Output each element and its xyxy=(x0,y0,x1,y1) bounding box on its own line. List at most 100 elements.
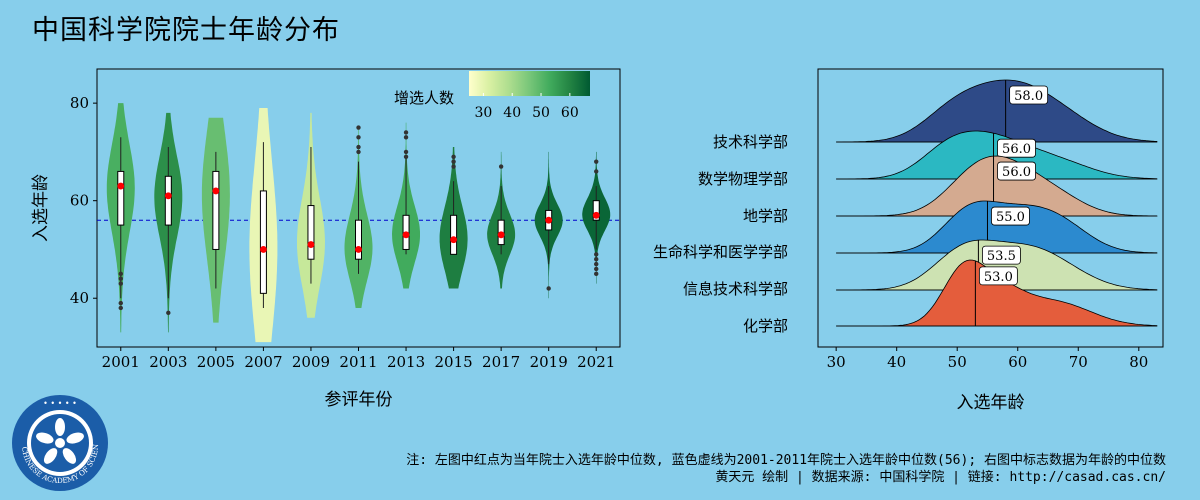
box-2001 xyxy=(117,170,125,226)
x-tick-label: 2011 xyxy=(339,353,377,371)
outlier-point xyxy=(594,266,599,272)
y-tick-label: 60 xyxy=(70,192,89,210)
x-tick-label: 2001 xyxy=(102,353,140,371)
outlier-point xyxy=(166,310,171,316)
ridge-0 xyxy=(836,79,1158,143)
median-point-2009 xyxy=(307,241,315,248)
x-tick-label: 30 xyxy=(827,353,846,371)
x-axis-label: 入选年龄 xyxy=(957,393,1025,413)
colorbar-tick-label: 60 xyxy=(561,105,579,121)
outlier-point xyxy=(594,252,599,257)
outlier-point xyxy=(498,164,504,169)
median-point-2021 xyxy=(592,211,600,219)
ridge-category-label: 生命科学和医学学部 xyxy=(653,243,788,261)
median-point-2011 xyxy=(355,246,362,253)
median-label-box xyxy=(1009,85,1049,105)
outlier-point xyxy=(451,164,456,169)
x-axis-label: 参评年份 xyxy=(325,390,393,410)
x-tick-label: 2015 xyxy=(434,353,472,371)
y-tick-label: 80 xyxy=(70,94,89,112)
median-label: 58.0 xyxy=(1014,89,1043,104)
x-tick-label: 50 xyxy=(948,353,967,371)
median-label-box xyxy=(978,266,1018,286)
ridge-category-label: 化学部 xyxy=(743,317,788,335)
outlier-point xyxy=(594,261,599,267)
cas-logo: CHINESE ACADEMY OF SCIENCES • • • • • xyxy=(7,386,110,493)
colorbar xyxy=(469,71,590,96)
box-2015 xyxy=(450,214,458,255)
outlier-point xyxy=(403,135,409,140)
median-point-2015 xyxy=(450,236,457,244)
ridgeline-plot-frame xyxy=(817,68,1164,348)
ridge-category-label: 数学物理学部 xyxy=(698,170,788,188)
outlier-point xyxy=(594,159,599,164)
ridge-1 xyxy=(836,130,1158,180)
outlier-point xyxy=(356,135,361,140)
box-2007 xyxy=(259,190,267,294)
median-point-2019 xyxy=(545,216,553,224)
median-point-2003 xyxy=(164,192,172,200)
outlier-point xyxy=(403,130,409,135)
colorbar-tick-label: 50 xyxy=(532,105,550,121)
x-tick-label: 80 xyxy=(1129,353,1148,371)
median-label: 56.0 xyxy=(1002,142,1031,157)
x-tick-label: 60 xyxy=(1008,353,1027,371)
outlier-point xyxy=(356,149,361,155)
x-tick-label: 2007 xyxy=(244,353,282,371)
outlier-point xyxy=(118,305,123,311)
median-label: 55.0 xyxy=(996,210,1025,225)
x-tick-label: 2003 xyxy=(149,353,187,371)
median-point-2005 xyxy=(212,187,220,195)
svg-text:• • • • •: • • • • • xyxy=(43,399,77,408)
box-2011 xyxy=(355,219,362,260)
colorbar-tick-label: 30 xyxy=(474,105,492,121)
footnote-credit: 黄天元 绘制 | 数据来源: 中国科学院 | 链接: http://casad.… xyxy=(715,470,1166,485)
outlier-point xyxy=(451,154,456,159)
box-2003 xyxy=(164,175,172,226)
ridge-4 xyxy=(836,239,1158,291)
median-label-box xyxy=(991,206,1030,226)
ridge-category-label: 信息技术科学部 xyxy=(683,280,788,298)
x-tick-label: 2009 xyxy=(292,353,330,371)
ridge-category-label: 技术科学部 xyxy=(713,133,788,151)
colorbar-label: 增选人数 xyxy=(394,89,454,107)
outlier-point xyxy=(594,257,599,262)
median-label: 53.0 xyxy=(984,270,1013,285)
median-point-2007 xyxy=(260,246,267,253)
outlier-point xyxy=(356,125,361,130)
ridge-category-label: 地学部 xyxy=(743,207,788,225)
outlier-point xyxy=(546,286,551,291)
outlier-point xyxy=(594,169,599,174)
box-2021 xyxy=(592,200,600,221)
x-tick-label: 70 xyxy=(1069,353,1088,371)
x-tick-label: 40 xyxy=(887,353,906,371)
median-point-2017 xyxy=(497,231,505,239)
ridgeline-chart: 58.0 56.0 56.0 55.0 53.5 53.0 技术科学部数学物理学部地学部生命… xyxy=(653,68,1164,413)
y-tick-label: 40 xyxy=(70,289,89,307)
outlier-point xyxy=(118,271,123,277)
outlier-point xyxy=(403,149,409,155)
box-2005 xyxy=(212,170,220,250)
footnote: 注: 左图中红点为当年院士入选年龄中位数, 蓝色虚线为2001-2011年院士入… xyxy=(406,452,1166,486)
x-tick-label: 2013 xyxy=(387,353,425,371)
page-title: 中国科学院院士年龄分布 xyxy=(32,15,340,46)
median-label: 53.5 xyxy=(987,249,1016,264)
y-axis-label: 入选年龄 xyxy=(31,174,51,242)
outlier-point xyxy=(118,281,123,286)
median-label-box xyxy=(997,138,1036,158)
x-tick-label: 2021 xyxy=(577,353,615,371)
ridge-2 xyxy=(836,155,1158,217)
footnote-note: 注: 左图中红点为当年院士入选年龄中位数, 蓝色虚线为2001-2011年院士入… xyxy=(406,453,1166,468)
median-label-box xyxy=(997,161,1036,181)
ridge-3 xyxy=(836,200,1158,254)
median-label: 56.0 xyxy=(1002,165,1031,180)
outlier-point xyxy=(451,159,456,164)
median-point-2001 xyxy=(117,182,125,190)
outlier-point xyxy=(403,154,409,159)
x-tick-label: 2017 xyxy=(482,353,520,371)
outlier-point xyxy=(356,144,361,150)
outlier-point xyxy=(118,276,123,281)
median-point-2013 xyxy=(402,231,410,239)
median-label-box xyxy=(981,245,1021,265)
